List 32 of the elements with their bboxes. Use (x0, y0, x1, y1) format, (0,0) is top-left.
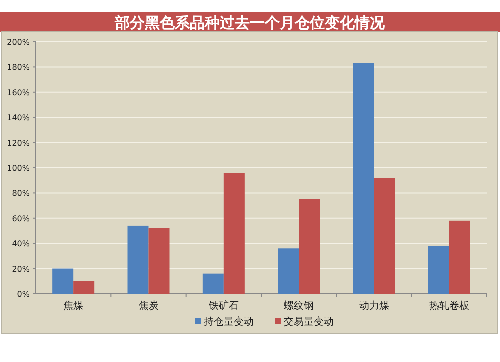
y-tick-label: 140% (7, 114, 30, 123)
y-tick-label: 160% (7, 88, 30, 98)
y-tick-label: 180% (7, 63, 30, 72)
bar (353, 63, 374, 294)
bar (148, 228, 170, 294)
x-tick-label: 焦炭 (138, 300, 159, 312)
legend-label: 持仓量变动 (204, 316, 254, 328)
y-tick-label: 200% (7, 38, 30, 47)
y-tick-label: 0% (17, 290, 30, 299)
y-tick-label: 20% (12, 264, 30, 274)
x-tick-label: 焦煤 (64, 300, 84, 312)
bar (128, 226, 149, 294)
bar (52, 268, 74, 294)
bar (374, 178, 396, 294)
y-tick-label: 80% (12, 189, 30, 198)
x-tick-label: 螺纹钢 (284, 300, 314, 312)
bar (224, 173, 245, 294)
y-tick-label: 40% (12, 240, 30, 249)
legend-label: 交易量变动 (284, 316, 334, 328)
bar (428, 246, 450, 294)
x-tick-label: 铁矿石 (208, 300, 239, 312)
y-tick-label: 100% (7, 164, 30, 173)
x-tick-label: 热轧卷板 (429, 300, 470, 312)
bar (449, 220, 470, 294)
bar (299, 200, 320, 294)
chart-title: 部分黑色系品种过去一个月仓位变化情况 (114, 14, 386, 32)
bar (278, 248, 300, 294)
y-tick-label: 60% (12, 214, 30, 224)
y-tick-label: 120% (7, 138, 30, 148)
x-tick-label: 动力煤 (359, 300, 390, 312)
bar (74, 281, 95, 294)
bar (202, 274, 224, 294)
